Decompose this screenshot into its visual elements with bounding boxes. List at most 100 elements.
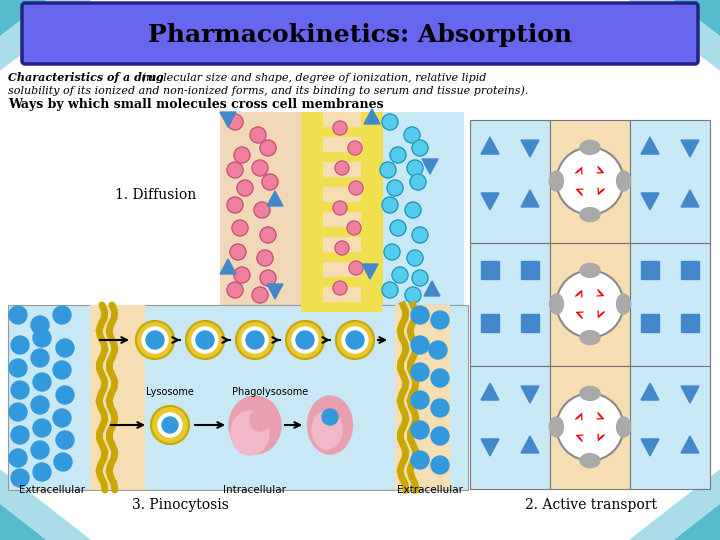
Text: solubility of its ionized and non-ionized forms, and its binding to serum and ti: solubility of its ionized and non-ionize… [8,85,528,96]
Bar [301,202,382,212]
Bar [301,302,382,312]
Ellipse shape [580,454,600,468]
Ellipse shape [231,411,269,455]
Circle shape [142,327,168,353]
Circle shape [56,431,74,449]
Bar [301,127,382,137]
Circle shape [53,409,71,427]
Polygon shape [267,284,283,299]
Text: Lysosome: Lysosome [146,387,194,397]
Circle shape [54,453,72,471]
Bar [301,177,382,187]
Circle shape [296,331,314,349]
Circle shape [411,363,429,381]
Polygon shape [675,0,720,35]
Circle shape [411,391,429,409]
Bar [301,152,382,162]
Circle shape [254,202,270,218]
Bar [8,305,468,490]
Circle shape [31,316,49,334]
Circle shape [33,463,51,481]
Polygon shape [481,439,499,456]
Polygon shape [681,386,699,403]
Circle shape [262,174,278,190]
Text: 1. Diffusion: 1. Diffusion [115,188,197,202]
Circle shape [227,162,243,178]
Text: 2. Active transport: 2. Active transport [525,498,657,512]
Text: (molecular size and shape, degree of ionization, relative lipid: (molecular size and shape, degree of ion… [138,72,487,83]
Circle shape [227,282,243,298]
Circle shape [380,162,396,178]
Circle shape [9,359,27,377]
Polygon shape [681,436,699,453]
Polygon shape [521,436,539,453]
Polygon shape [641,193,659,210]
Circle shape [196,331,214,349]
Circle shape [151,406,189,444]
Circle shape [11,381,29,399]
Circle shape [348,141,362,155]
Bar [681,261,699,279]
Circle shape [9,306,27,324]
Circle shape [410,174,426,190]
Circle shape [349,261,363,275]
Bar [301,227,382,237]
Circle shape [411,451,429,469]
Circle shape [557,394,624,461]
Circle shape [234,267,250,283]
Circle shape [431,311,449,329]
Circle shape [11,426,29,444]
Bar [301,112,323,305]
Circle shape [56,339,74,357]
Bar [481,261,499,279]
Circle shape [286,321,324,359]
Circle shape [227,114,243,130]
Circle shape [9,403,27,421]
Polygon shape [0,505,45,540]
Circle shape [404,127,420,143]
Circle shape [431,427,449,445]
Circle shape [382,197,398,213]
Circle shape [336,321,374,359]
Circle shape [56,386,74,404]
Polygon shape [675,505,720,540]
Circle shape [412,227,428,243]
Ellipse shape [312,411,342,449]
Circle shape [349,181,363,195]
Bar [301,252,382,262]
Bar [470,243,550,366]
Polygon shape [481,193,499,210]
Circle shape [405,202,421,218]
Circle shape [53,306,71,324]
Circle shape [146,331,164,349]
Bar [301,112,382,305]
Bar [681,314,699,332]
Ellipse shape [307,396,353,454]
Polygon shape [481,383,499,400]
Bar [220,112,301,305]
Circle shape [31,349,49,367]
Circle shape [384,244,400,260]
Circle shape [335,241,349,255]
Polygon shape [0,0,45,35]
Ellipse shape [549,171,564,191]
Bar [395,305,450,490]
Bar [521,314,539,332]
Polygon shape [521,190,539,207]
Circle shape [333,281,347,295]
Polygon shape [630,0,720,70]
Bar [90,305,145,490]
Circle shape [9,449,27,467]
Polygon shape [220,112,236,127]
Ellipse shape [229,396,281,454]
Text: Ways by which small molecules cross cell membranes: Ways by which small molecules cross cell… [8,98,384,111]
Circle shape [227,197,243,213]
Circle shape [407,250,423,266]
Circle shape [136,321,174,359]
Ellipse shape [616,417,631,437]
Circle shape [405,287,421,303]
Circle shape [342,327,368,353]
Circle shape [11,469,29,487]
Circle shape [237,180,253,196]
Polygon shape [630,470,720,540]
